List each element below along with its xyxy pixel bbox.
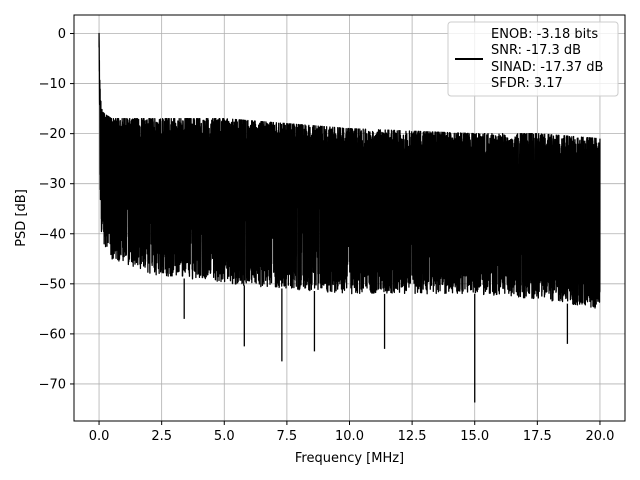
x-tick-label: 12.5 — [398, 429, 427, 444]
x-tick-label: 2.5 — [151, 429, 172, 444]
y-tick-label: −10 — [39, 77, 66, 92]
legend: ENOB: -3.18 bits SNR: -17.3 dB SINAD: -1… — [447, 21, 619, 97]
y-tick-label: −70 — [39, 377, 66, 392]
x-tick-label: 10.0 — [335, 429, 364, 444]
legend-entry-sfdr: SFDR: 3.17 — [491, 76, 563, 91]
psd-series-line — [98, 32, 601, 403]
legend-entry-sinad: SINAD: -17.37 dB — [491, 60, 603, 75]
x-tick-label: 17.5 — [523, 429, 552, 444]
y-axis-label: PSD [dB] — [14, 189, 29, 247]
legend-entry-enob: ENOB: -3.18 bits — [491, 27, 598, 42]
x-tick-label: 20.0 — [585, 429, 614, 444]
x-axis-label: Frequency [MHz] — [295, 451, 404, 466]
y-ticks: 0 −10 −20 −30 −40 −50 −60 −70 — [39, 27, 74, 392]
y-tick-label: 0 — [58, 27, 66, 42]
y-tick-label: −60 — [39, 327, 66, 342]
y-tick-label: −50 — [39, 277, 66, 292]
x-ticks: 0.0 2.5 5.0 7.5 10.0 12.5 15.0 17.5 20.0 — [89, 421, 614, 444]
y-tick-label: −20 — [39, 127, 66, 142]
y-tick-label: −40 — [39, 227, 66, 242]
legend-entry-snr: SNR: -17.3 dB — [491, 43, 581, 58]
x-tick-label: 7.5 — [277, 429, 298, 444]
x-tick-label: 0.0 — [89, 429, 110, 444]
plot-series — [98, 32, 601, 403]
x-tick-label: 5.0 — [214, 429, 235, 444]
y-tick-label: −30 — [39, 177, 66, 192]
legend-box — [447, 21, 619, 97]
x-tick-label: 15.0 — [460, 429, 489, 444]
